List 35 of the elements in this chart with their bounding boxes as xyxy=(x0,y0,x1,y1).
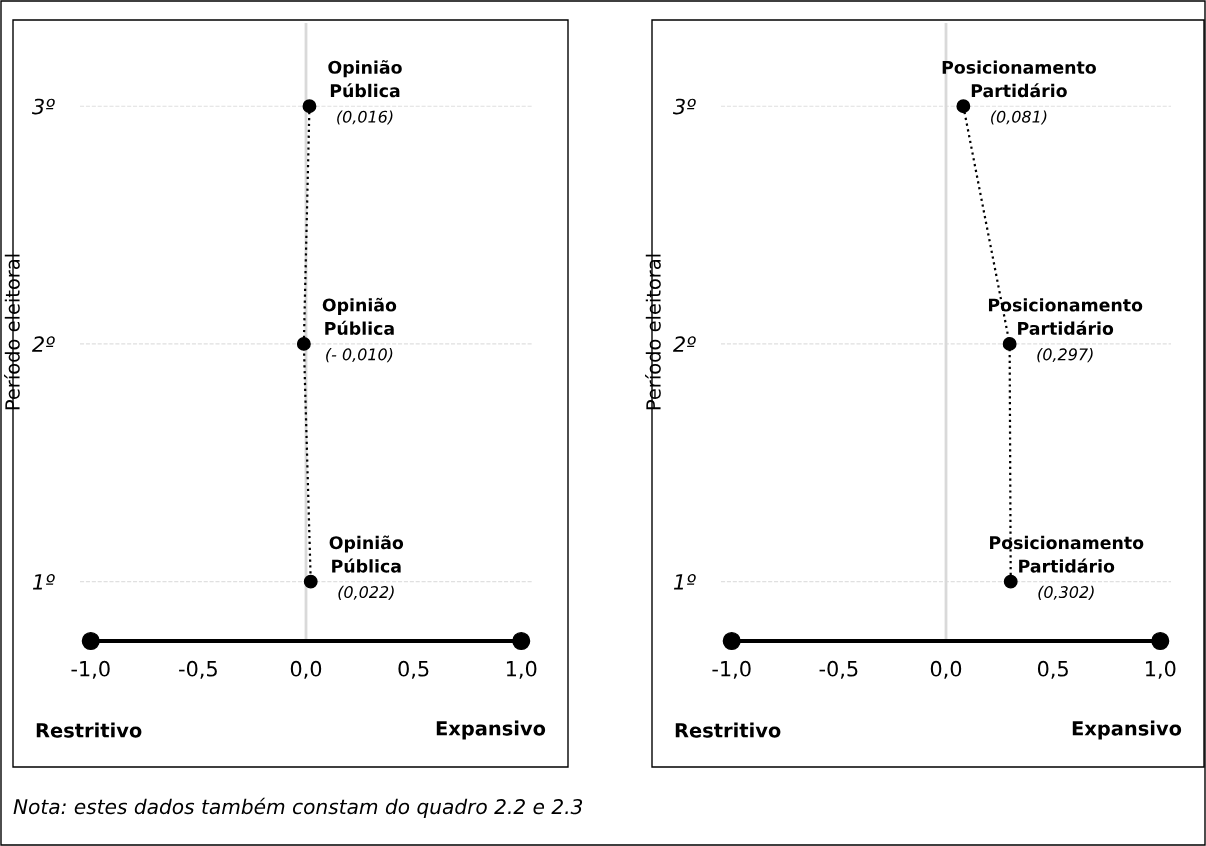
x-tick-label: 1,0 xyxy=(1146,660,1176,679)
x-tick-label: 1,0 xyxy=(506,660,537,679)
y-tick-label: 3º xyxy=(672,98,696,115)
series-label: Opinião Pública xyxy=(322,297,397,335)
data-label: (- 0,010) xyxy=(326,348,393,363)
y-tick-label: 3º xyxy=(31,98,55,115)
series-label: Posicionamento Partidário xyxy=(988,298,1143,335)
data-label: (0,016) xyxy=(337,110,393,125)
y-tick-label: 2º xyxy=(32,336,55,352)
x-tick-label: -1,0 xyxy=(71,660,110,679)
data-label: (0,081) xyxy=(991,110,1047,125)
text: Opinião Pública xyxy=(329,535,404,573)
data-label: (0,022) xyxy=(338,585,394,600)
y-axis-title: Período eleitoral xyxy=(645,254,661,410)
x-tick-label: 0,0 xyxy=(930,660,962,679)
data-label: (0,297) xyxy=(1037,348,1093,363)
y-axis-title: Período eleitoral xyxy=(4,254,20,410)
data-label: (0,302) xyxy=(1038,585,1094,600)
text: Posicionamento Partidário xyxy=(990,535,1144,573)
y-tick-label: 1º xyxy=(32,574,55,590)
text: Expansivo xyxy=(436,720,546,740)
x-tick-label: -0,5 xyxy=(179,660,217,679)
x-tick-label: -1,0 xyxy=(712,660,751,679)
y-tick-label: 2º xyxy=(673,336,696,352)
y-tick-label: 1º xyxy=(673,574,696,590)
x-tick-label: 0,0 xyxy=(290,660,322,679)
text: Opinião Pública xyxy=(328,60,402,98)
x-tick-label: 0,5 xyxy=(1037,660,1068,679)
text: Nota: estes dados também constam do quadro 2.2 e 2.3 xyxy=(13,797,583,819)
text: Restritivo xyxy=(675,722,781,738)
text: Restritivo xyxy=(36,722,142,738)
x-tick-label: 0,5 xyxy=(398,660,429,679)
text: Posicionamento Partidário xyxy=(942,60,1096,98)
text: Expansivo xyxy=(1072,720,1182,740)
x-tick-label: -0,5 xyxy=(819,660,858,679)
